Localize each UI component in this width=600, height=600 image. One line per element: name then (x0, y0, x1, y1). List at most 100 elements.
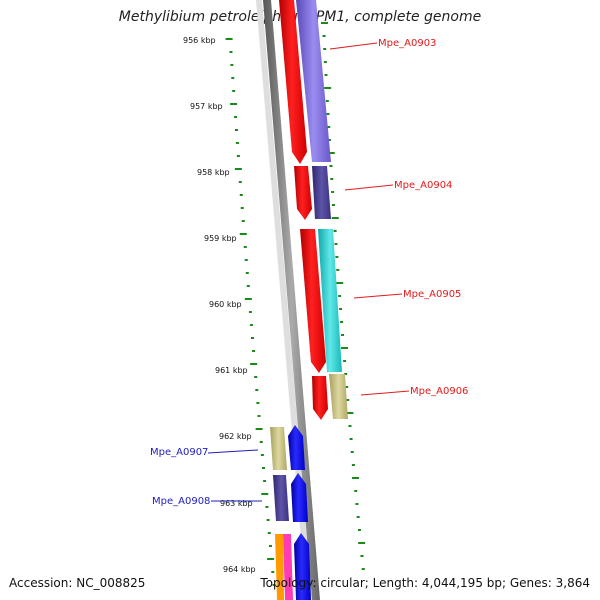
gene-label-a0904[interactable]: Mpe_A0904 (394, 180, 452, 191)
tick-mark (340, 321, 344, 323)
cog-block-a0903[interactable] (296, 0, 331, 162)
tick-label-961: 961 kbp (215, 366, 248, 375)
gene-label-a0903[interactable]: Mpe_A0903 (378, 38, 436, 49)
tick-mark (357, 529, 361, 531)
tick-mark (338, 295, 342, 297)
tick-mark (232, 90, 236, 92)
tick-mark (240, 207, 244, 209)
cog-block-a0906[interactable] (329, 374, 348, 419)
tick-mark (272, 584, 276, 586)
tick-mark (246, 285, 250, 287)
leader-a0906 (360, 390, 410, 396)
tick-mark (257, 415, 261, 417)
tick-mark (243, 246, 247, 248)
leader-a0907 (207, 449, 259, 454)
gene-labels: Mpe_A0903 Mpe_A0904 Mpe_A0905 Mpe_A0906 … (150, 38, 468, 507)
tick-mark (250, 363, 258, 365)
tick-mark (236, 155, 240, 157)
tick-mark (249, 324, 253, 326)
gene-arrow-a0907[interactable] (288, 425, 305, 470)
tick-mark (225, 38, 233, 40)
tick-mark (360, 555, 364, 557)
gene-label-a0906[interactable]: Mpe_A0906 (410, 386, 468, 397)
cog-ring (270, 0, 348, 600)
tick-mark (244, 298, 252, 300)
leader-a0905 (353, 293, 403, 299)
tick-mark (354, 490, 358, 492)
tick-label-964: 964 kbp (223, 565, 256, 574)
tick-mark (350, 451, 354, 453)
tick-mark (361, 568, 365, 570)
cog-block-a0907[interactable] (270, 427, 287, 470)
tick-mark (341, 347, 349, 349)
tick-mark (343, 360, 347, 362)
tick-mark (234, 116, 238, 118)
forward-strand-genes (279, 0, 328, 420)
tick-mark (267, 532, 271, 534)
tick-label-960: 960 kbp (209, 300, 242, 309)
tick-mark (331, 204, 335, 206)
tick-mark (324, 87, 332, 89)
tick-mark (252, 350, 256, 352)
tick-mark (235, 142, 239, 144)
tick-mark (336, 282, 344, 284)
gene-arrow-a0903[interactable] (279, 0, 307, 164)
tick-mark (327, 139, 331, 141)
tick-mark (346, 399, 350, 401)
tick-mark (261, 467, 265, 469)
tick-mark (323, 48, 327, 50)
gene-label-a0908[interactable]: Mpe_A0908 (152, 496, 210, 507)
tick-mark (327, 126, 331, 128)
gene-arrow-a0908[interactable] (291, 473, 308, 522)
reverse-strand-genes (288, 425, 311, 600)
tick-mark (324, 74, 328, 76)
tick-mark (349, 438, 353, 440)
cog-block-a0905[interactable] (318, 229, 342, 372)
tick-mark (355, 503, 359, 505)
tick-mark (231, 77, 235, 79)
tick-mark (254, 376, 258, 378)
cog-block-a0908[interactable] (273, 475, 289, 521)
tick-mark (271, 571, 275, 573)
cog-block-pink[interactable] (283, 534, 293, 600)
gene-arrow-next[interactable] (294, 533, 311, 600)
tick-mark (263, 480, 267, 482)
tick-marks (225, 22, 366, 586)
tick-mark (344, 373, 348, 375)
cog-block-orange[interactable] (275, 534, 284, 600)
cog-block-a0904[interactable] (312, 166, 331, 219)
tick-mark (234, 129, 238, 131)
tick-mark (266, 519, 270, 521)
tick-mark (267, 558, 275, 560)
gene-arrow-a0905[interactable] (300, 229, 326, 373)
tick-mark (331, 217, 339, 219)
tick-label-956: 956 kbp (183, 36, 216, 45)
tick-mark (335, 256, 339, 258)
tick-mark (348, 425, 352, 427)
tick-label-958: 958 kbp (197, 168, 230, 177)
gene-label-a0905[interactable]: Mpe_A0905 (403, 289, 461, 300)
tick-mark (356, 516, 360, 518)
tick-mark (326, 113, 330, 115)
tick-mark (245, 272, 249, 274)
tick-mark (327, 152, 335, 154)
tick-mark (255, 389, 259, 391)
topology-text: Topology: circular; Length: 4,044,195 bp… (260, 576, 590, 590)
leader-a0904 (344, 184, 394, 191)
label-leaders (207, 42, 410, 502)
tick-mark (331, 191, 335, 193)
tick-mark (238, 181, 242, 183)
gene-arrow-a0906[interactable] (312, 376, 328, 420)
gene-label-a0907[interactable]: Mpe_A0907 (150, 447, 208, 458)
tick-label-959: 959 kbp (204, 234, 237, 243)
tick-mark (333, 230, 337, 232)
tick-mark (323, 61, 327, 63)
tick-mark (330, 178, 334, 180)
tick-mark (248, 311, 252, 313)
tick-mark (329, 165, 333, 167)
tick-mark (320, 22, 328, 24)
gene-arrow-a0904[interactable] (294, 166, 312, 220)
tick-mark (259, 441, 263, 443)
tick-mark (334, 243, 338, 245)
